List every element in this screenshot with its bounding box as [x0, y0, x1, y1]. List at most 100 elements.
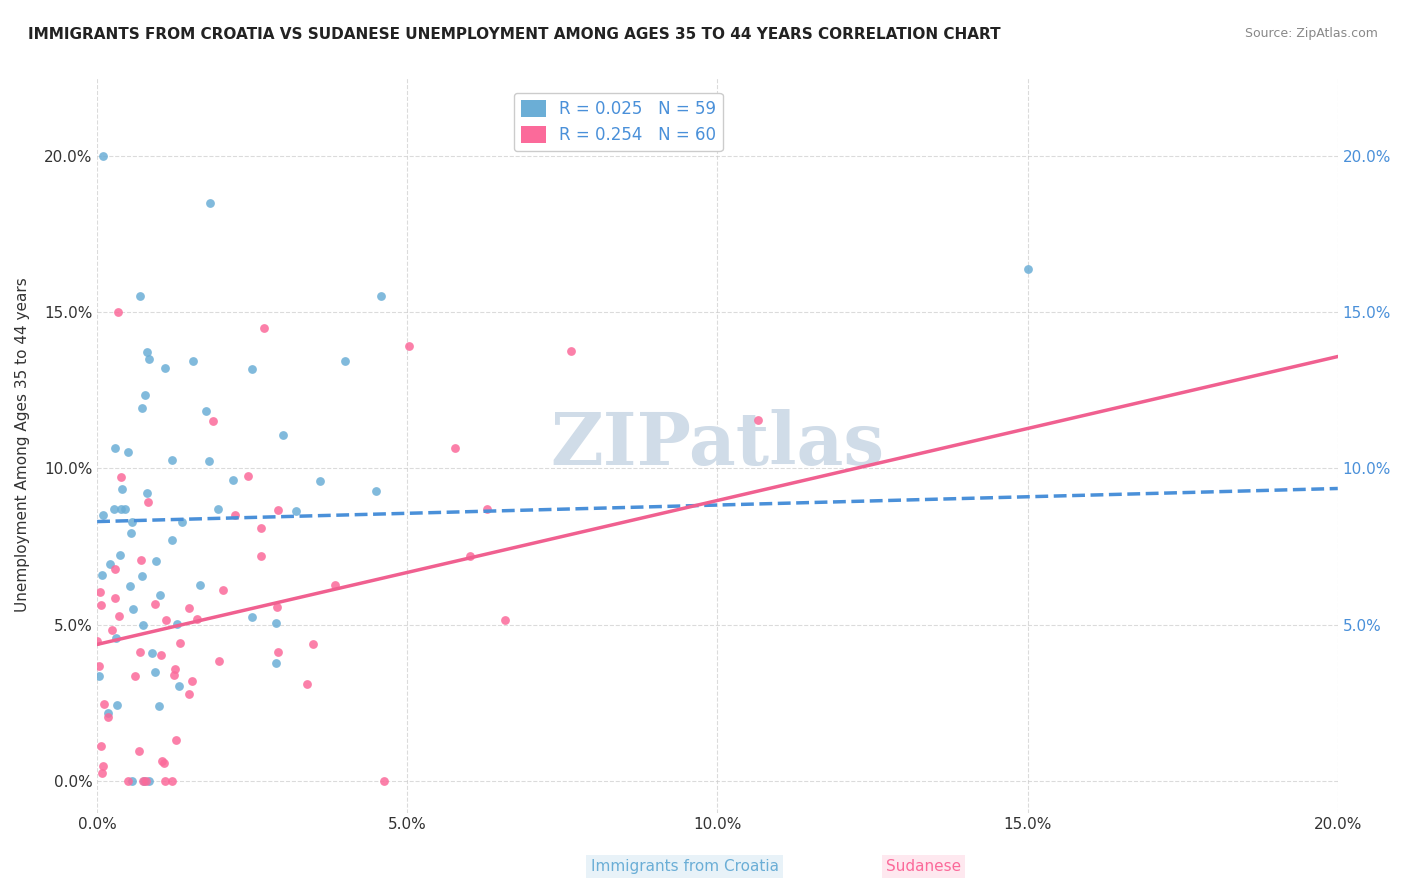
Point: [201, 414, 224, 428]
Point: [309, 474, 332, 488]
Point: [104, 631, 127, 645]
Point: [90, 739, 112, 753]
Point: [141, 646, 163, 660]
Point: [97, 706, 120, 721]
Point: [335, 354, 357, 368]
Point: [114, 502, 136, 516]
Point: [195, 404, 218, 418]
Point: [124, 668, 146, 682]
Point: [153, 756, 176, 770]
Point: [136, 486, 159, 500]
Point: [211, 583, 233, 598]
Point: [91, 567, 114, 582]
Point: [160, 452, 183, 467]
Point: [110, 469, 132, 483]
Point: [207, 502, 229, 516]
Point: [86, 634, 108, 648]
Point: [198, 195, 221, 210]
Point: [143, 665, 166, 679]
Point: [93, 697, 115, 711]
Point: [90, 765, 112, 780]
Point: [131, 569, 153, 583]
Point: [150, 754, 173, 768]
Point: [131, 553, 153, 567]
Text: Sudanese: Sudanese: [886, 859, 960, 874]
Point: [135, 774, 157, 789]
Point: [177, 687, 200, 701]
Point: [264, 656, 287, 670]
Y-axis label: Unemployment Among Ages 35 to 44 years: Unemployment Among Ages 35 to 44 years: [15, 277, 30, 613]
Point: [132, 774, 155, 789]
Point: [163, 668, 186, 682]
Point: [250, 549, 273, 563]
Point: [132, 774, 155, 789]
Point: [366, 483, 388, 498]
Point: [197, 454, 219, 468]
Point: [747, 413, 769, 427]
Point: [104, 591, 127, 606]
Point: [177, 601, 200, 615]
Point: [297, 676, 319, 690]
Point: [208, 653, 231, 667]
Text: Immigrants from Croatia: Immigrants from Croatia: [591, 859, 779, 874]
Point: [132, 617, 155, 632]
Point: [181, 354, 204, 368]
Point: [135, 345, 157, 359]
Point: [143, 597, 166, 611]
Point: [121, 515, 143, 529]
Text: Source: ZipAtlas.com: Source: ZipAtlas.com: [1244, 27, 1378, 40]
Point: [267, 502, 290, 516]
Point: [148, 699, 170, 714]
Point: [97, 710, 120, 724]
Point: [169, 636, 191, 650]
Point: [117, 445, 139, 459]
Point: [105, 698, 128, 712]
Point: [494, 613, 516, 627]
Point: [165, 733, 187, 747]
Point: [285, 504, 308, 518]
Point: [477, 502, 499, 516]
Point: [370, 289, 392, 303]
Point: [128, 744, 150, 758]
Point: [121, 602, 143, 616]
Point: [136, 495, 159, 509]
Point: [1017, 262, 1039, 277]
Point: [134, 388, 156, 402]
Point: [149, 588, 172, 602]
Point: [91, 759, 114, 773]
Point: [163, 662, 186, 676]
Point: [104, 562, 127, 576]
Point: [180, 673, 202, 688]
Point: [373, 774, 395, 789]
Point: [111, 483, 134, 497]
Point: [166, 617, 188, 632]
Point: [253, 320, 276, 334]
Point: [98, 557, 121, 571]
Point: [138, 351, 160, 366]
Point: [91, 148, 114, 162]
Point: [169, 680, 191, 694]
Point: [145, 554, 167, 568]
Point: [458, 549, 481, 563]
Point: [87, 669, 110, 683]
Point: [153, 774, 176, 789]
Point: [104, 441, 127, 455]
Point: [101, 624, 124, 638]
Point: [323, 578, 346, 592]
Point: [302, 636, 325, 650]
Point: [560, 343, 582, 358]
Point: [107, 305, 129, 319]
Point: [240, 610, 263, 624]
Point: [91, 508, 114, 522]
Point: [267, 645, 290, 659]
Point: [249, 521, 271, 535]
Point: [108, 608, 131, 623]
Point: [444, 441, 467, 455]
Point: [129, 289, 152, 303]
Point: [398, 339, 420, 353]
Point: [90, 598, 112, 612]
Point: [110, 549, 132, 563]
Point: [266, 599, 288, 614]
Point: [128, 645, 150, 659]
Point: [110, 502, 132, 516]
